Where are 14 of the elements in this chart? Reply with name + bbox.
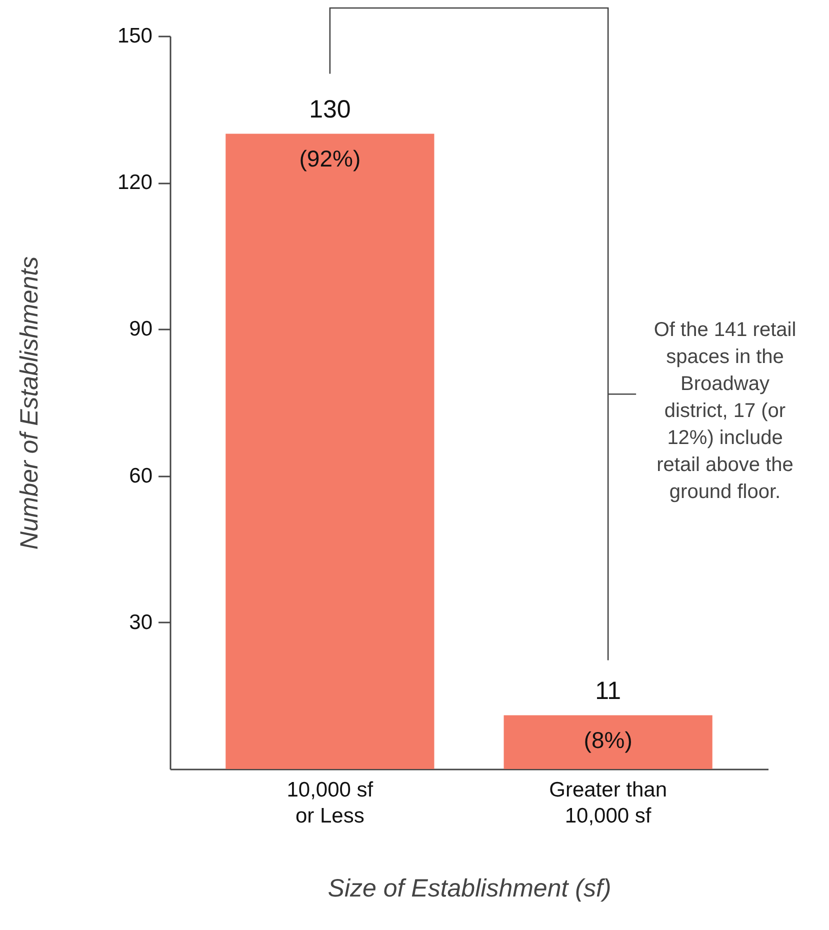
y-tick-label: 30 [129,610,152,634]
data-label: 11 [595,677,622,706]
x-axis-title: Size of Establishment (sf) [328,874,612,902]
annotation: Of the 141 retail spaces in the Broadway district, 17 (or 12%) include retail above the ground floor. [654,319,796,503]
annotation: (8%) [584,727,632,754]
x-tick-label: 10,000 sf or Less [286,778,374,828]
y-axis-title: Number of Establishments [15,256,44,550]
data-label: 130 [309,96,351,124]
y-tick-label: 120 [117,171,152,194]
annotation: (92%) [299,146,361,172]
y-tick-label: 60 [129,464,152,488]
y-tick-label: 90 [129,318,152,341]
y-tick-label: 150 [117,24,152,48]
x-tick-label: Greater than 10,000 sf [549,778,668,828]
